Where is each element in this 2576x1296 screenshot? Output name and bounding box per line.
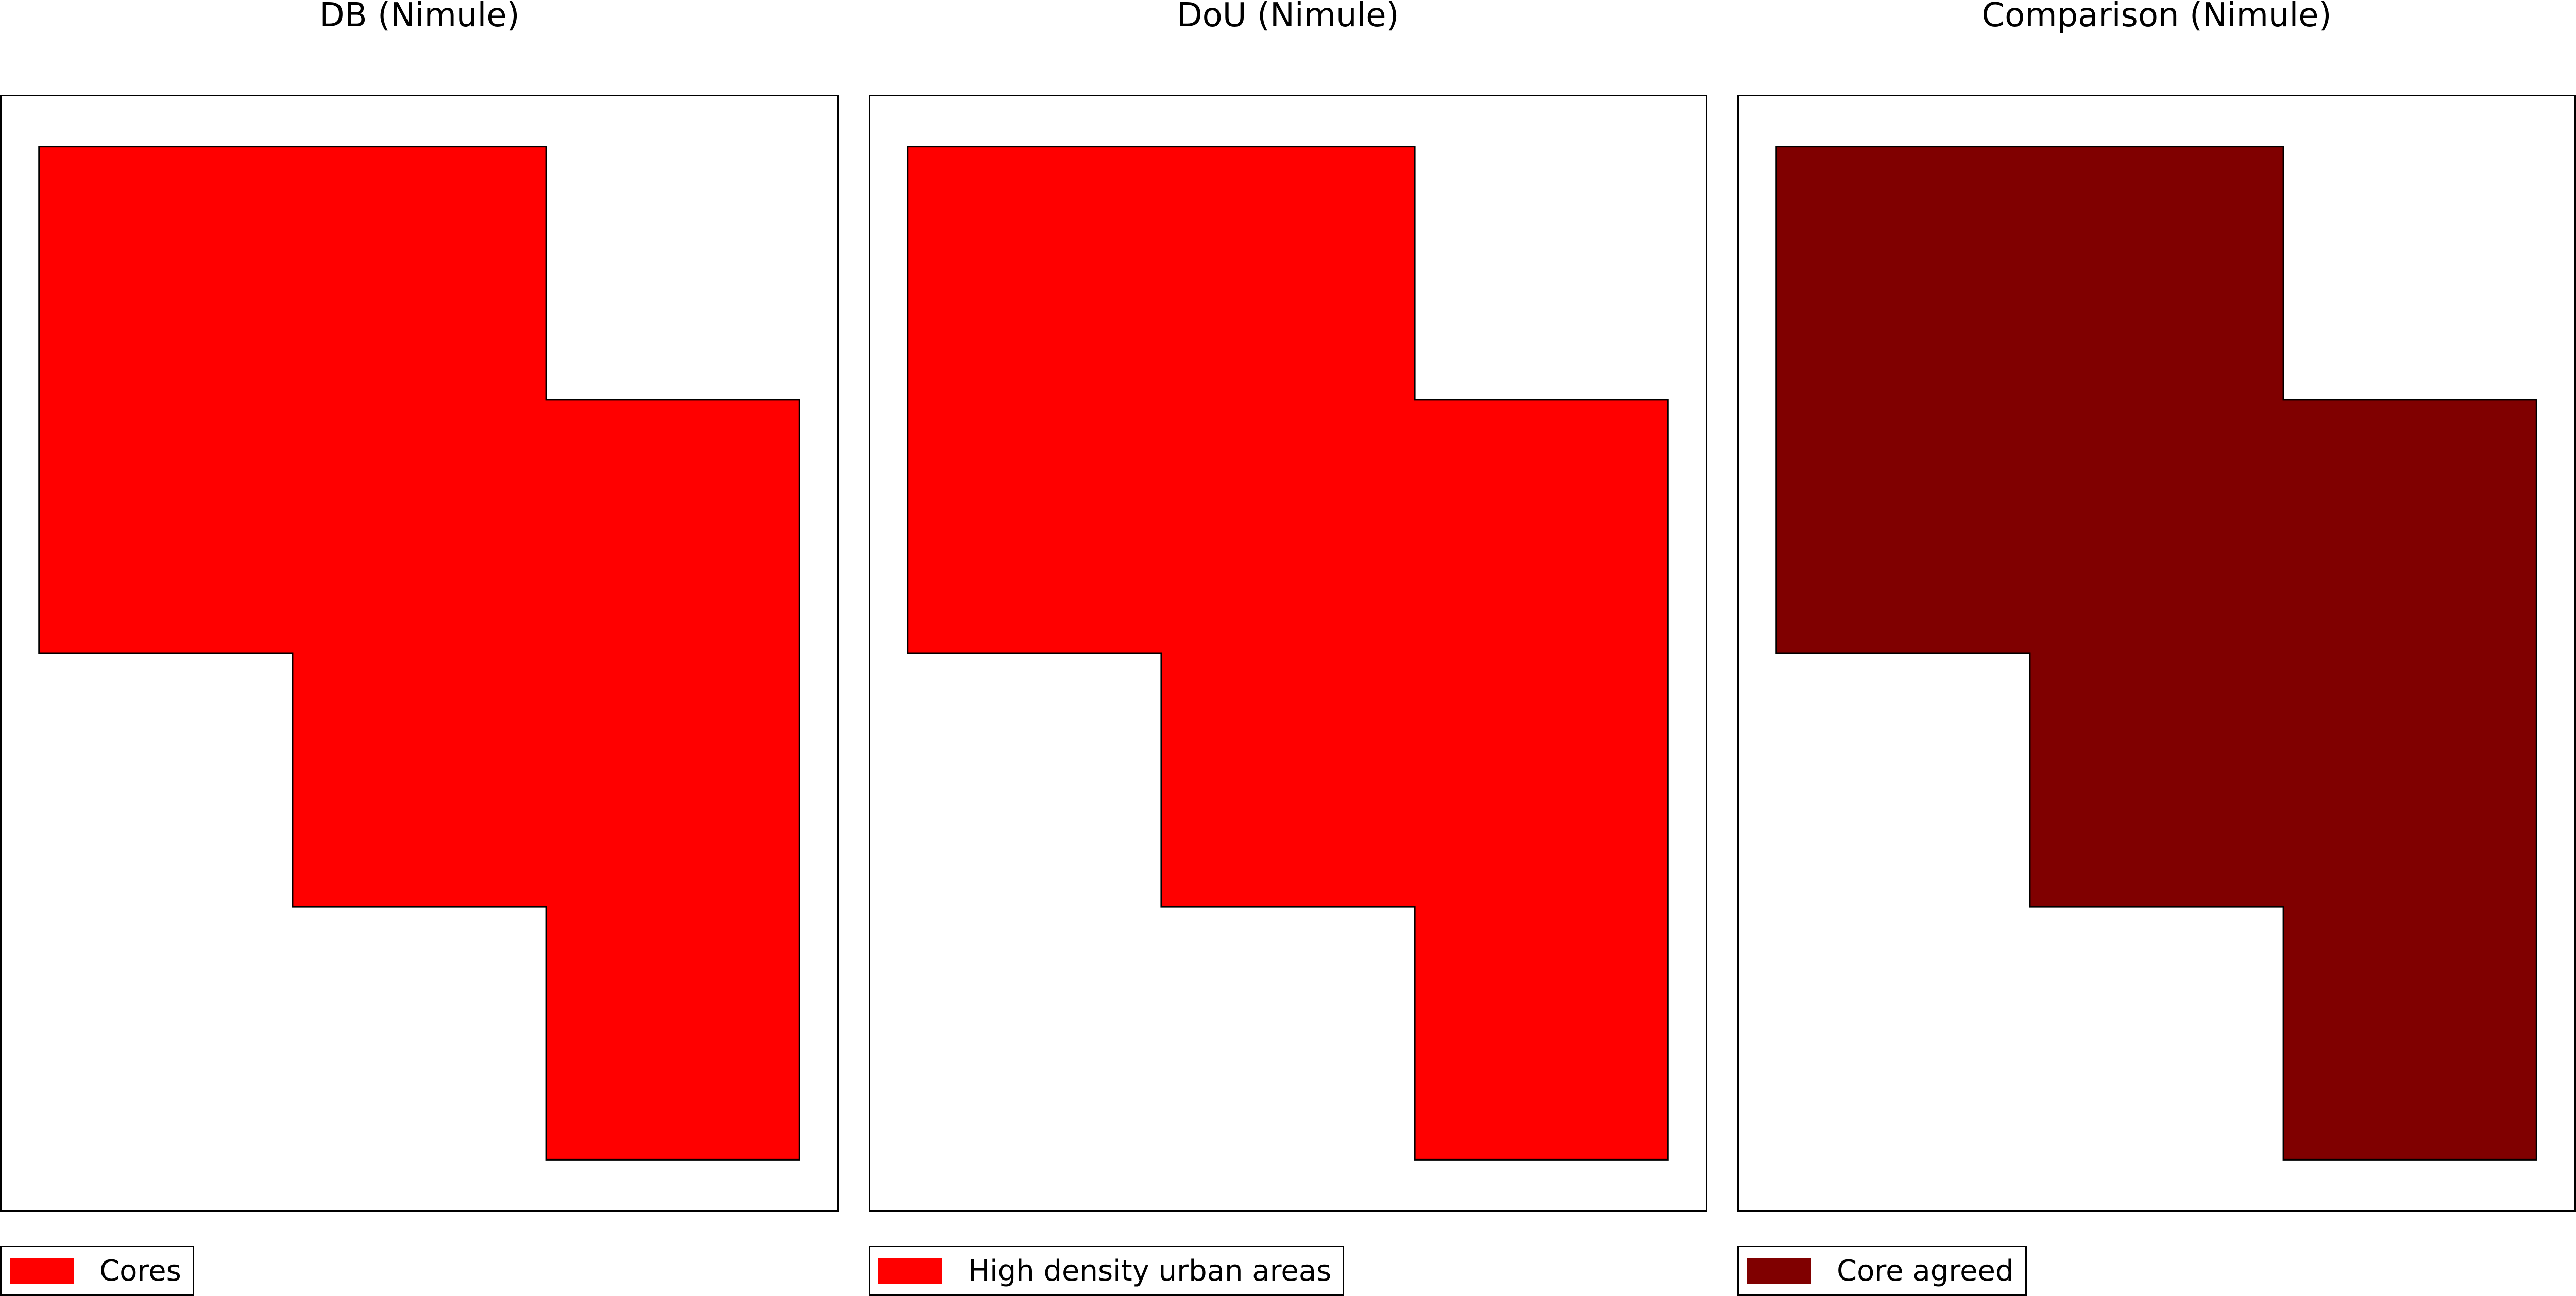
legend-swatch-db	[10, 1258, 74, 1284]
legend-dou: High density urban areas	[869, 1246, 1345, 1296]
region-shape-dou	[907, 146, 1669, 1161]
map-canvas-db	[38, 146, 800, 1161]
panel-title-dou: DoU (Nimule)	[1177, 0, 1399, 35]
panel-title-db: DB (Nimule)	[319, 0, 520, 35]
map-canvas-dou	[907, 146, 1669, 1161]
map-panel-comparison[interactable]	[1737, 95, 2576, 1212]
legend-db: Cores	[0, 1246, 194, 1296]
legend-comparison: Core agreed	[1737, 1246, 2027, 1296]
map-panel-dou[interactable]	[869, 95, 1707, 1212]
legend-swatch-comparison	[1747, 1258, 1811, 1284]
legend-label-db: Cores	[99, 1254, 181, 1288]
region-shape-comparison	[1775, 146, 2537, 1161]
panel-title-comparison: Comparison (Nimule)	[1981, 0, 2332, 35]
map-canvas-comparison	[1775, 146, 2537, 1161]
legend-label-dou: High density urban areas	[968, 1254, 1332, 1288]
map-panel-db[interactable]	[0, 95, 839, 1212]
legend-label-comparison: Core agreed	[1837, 1254, 2014, 1288]
legend-swatch-dou	[878, 1258, 942, 1284]
region-shape-db	[38, 146, 800, 1161]
